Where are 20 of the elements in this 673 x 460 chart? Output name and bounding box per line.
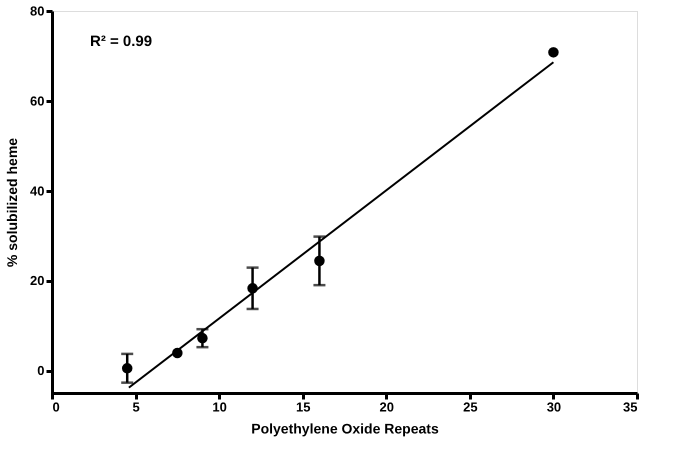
x-tick-label: 35	[623, 400, 638, 414]
x-tick-label: 10	[212, 400, 227, 414]
point	[122, 363, 132, 374]
x-tick-label: 30	[546, 400, 562, 414]
point	[197, 332, 208, 344]
point	[314, 256, 325, 266]
y-tick-label: 0	[37, 363, 44, 378]
y-tick-label: 20	[30, 273, 44, 288]
y-tick-label: 40	[30, 183, 44, 198]
x-axis-title: Polyethylene Oxide Repeats	[251, 420, 439, 436]
x-tick-label: 20	[380, 400, 394, 414]
x-tick-label: 15	[296, 400, 310, 414]
x-tick-label: 5	[132, 400, 140, 414]
point	[548, 47, 559, 58]
y-tick-label: 60	[30, 93, 44, 108]
x-tick-label: 25	[463, 400, 478, 414]
annotation: R² = 0.99	[90, 33, 152, 50]
y-tick-label: 80	[30, 4, 44, 18]
y-axis-title: % solubilized heme	[4, 138, 20, 268]
x-tick-label: 0	[52, 400, 60, 414]
